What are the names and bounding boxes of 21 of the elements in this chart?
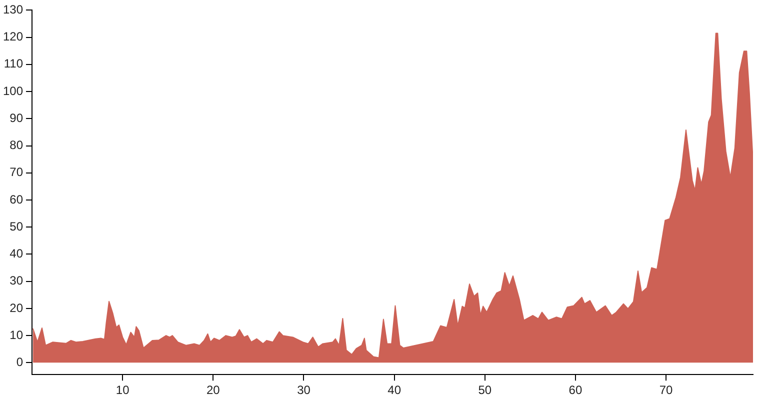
y-tick-label: 60 [10, 192, 24, 206]
y-tick-label: 70 [10, 165, 24, 180]
x-tick-label: 30 [297, 383, 311, 398]
y-tick-label: 0 [16, 354, 24, 369]
x-tick-label: 20 [206, 383, 220, 398]
y-tick-label: 80 [10, 138, 24, 152]
y-tick-label: 20 [10, 300, 24, 315]
y-tick-label: 130 [2, 2, 24, 17]
x-tick-label: 50 [478, 383, 492, 398]
y-tick-label: 100 [2, 84, 24, 98]
x-tick-label: 60 [568, 383, 582, 398]
y-tick-label: 40 [10, 246, 24, 261]
y-tick-label: 10 [10, 328, 24, 342]
y-tick-label: 110 [4, 56, 24, 71]
y-tick-label: 90 [10, 110, 24, 125]
x-tick-label: 10 [116, 383, 130, 398]
y-tick-label: 30 [10, 274, 24, 288]
y-tick-label: 120 [2, 30, 24, 44]
y-tick-label: 50 [10, 219, 24, 234]
x-tick-label: 40 [388, 383, 402, 398]
x-tick-label: 70 [659, 383, 674, 398]
